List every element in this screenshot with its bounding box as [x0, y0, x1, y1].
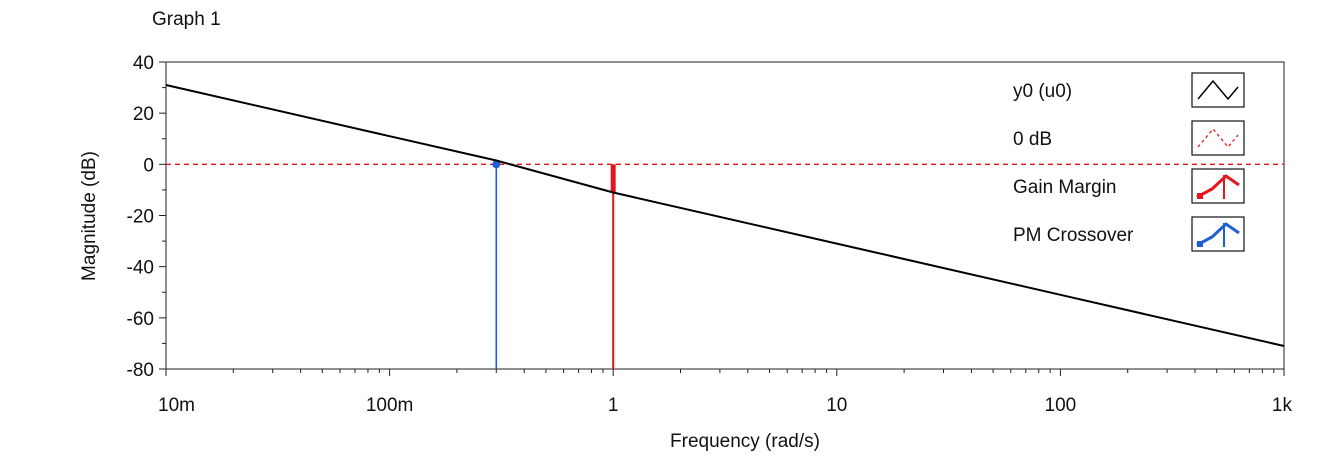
y-tick-label: -80	[127, 360, 154, 381]
plot-area	[165, 61, 1285, 370]
legend-glyph-line	[1197, 79, 1239, 101]
x-tick-label: 100m	[366, 395, 414, 416]
legend: y0 (u0) 0 dB Gain Margin PM Crossover	[1013, 72, 1245, 252]
magnitude-series-line	[165, 84, 1285, 347]
legend-glyph-stem-line	[1196, 174, 1240, 199]
y-tick-label: -20	[127, 207, 154, 228]
legend-glyph-dashed	[1197, 127, 1239, 149]
legend-item-gain-margin-swatch	[1191, 168, 1245, 204]
x-tick-label: 1	[608, 395, 619, 416]
x-tick-label: 100	[1045, 395, 1077, 416]
legend-glyph-marker	[1197, 241, 1203, 247]
legend-item-gain-margin-label: Gain Margin	[1013, 177, 1117, 198]
pm-crossover-marker	[492, 160, 501, 169]
y-axis-label: Magnitude (dB)	[79, 151, 100, 281]
x-axis-label: Frequency (rad/s)	[670, 431, 820, 452]
y-tick-label: -60	[127, 309, 154, 330]
series-layer	[165, 84, 1285, 369]
y-tick-label: 40	[133, 53, 154, 74]
y-tick-label: -40	[127, 258, 154, 279]
x-tick-label: 10	[826, 395, 847, 416]
x-tick-label: 10m	[158, 395, 195, 416]
plot-frame	[165, 61, 1285, 370]
x-tick-label: 1k	[1272, 395, 1293, 416]
legend-item-y0-label: y0 (u0)	[1013, 81, 1072, 102]
legend-glyph-stem-line	[1196, 222, 1240, 247]
legend-item-0db-label: 0 dB	[1013, 129, 1052, 150]
y-tick-label: 0	[143, 155, 154, 176]
legend-item-pm-crossover-label: PM Crossover	[1013, 225, 1134, 246]
legend-item-0db-swatch	[1191, 120, 1245, 156]
y-tick-label: 20	[133, 104, 154, 125]
legend-glyph-marker	[1197, 193, 1203, 199]
graph-title: Graph 1	[152, 9, 221, 30]
